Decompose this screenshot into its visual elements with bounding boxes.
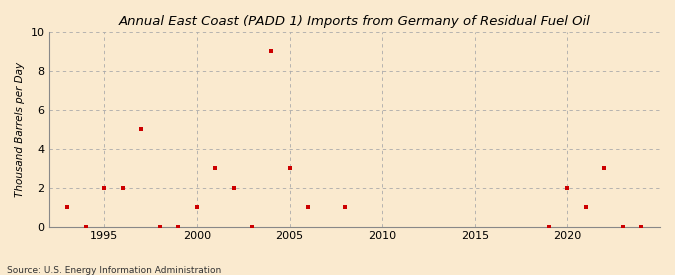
Point: [155, 224, 165, 229]
Point: [117, 185, 128, 190]
Point: [247, 224, 258, 229]
Point: [173, 224, 184, 229]
Point: [265, 49, 276, 54]
Point: [136, 127, 146, 131]
Point: [229, 185, 240, 190]
Point: [192, 205, 202, 209]
Point: [636, 224, 647, 229]
Title: Annual East Coast (PADD 1) Imports from Germany of Residual Fuel Oil: Annual East Coast (PADD 1) Imports from …: [119, 15, 590, 28]
Point: [302, 205, 313, 209]
Point: [599, 166, 610, 170]
Point: [210, 166, 221, 170]
Point: [80, 224, 91, 229]
Point: [543, 224, 554, 229]
Point: [284, 166, 295, 170]
Y-axis label: Thousand Barrels per Day: Thousand Barrels per Day: [15, 62, 25, 197]
Text: Source: U.S. Energy Information Administration: Source: U.S. Energy Information Administ…: [7, 266, 221, 275]
Point: [562, 185, 573, 190]
Point: [62, 205, 73, 209]
Point: [340, 205, 350, 209]
Point: [618, 224, 628, 229]
Point: [580, 205, 591, 209]
Point: [99, 185, 110, 190]
